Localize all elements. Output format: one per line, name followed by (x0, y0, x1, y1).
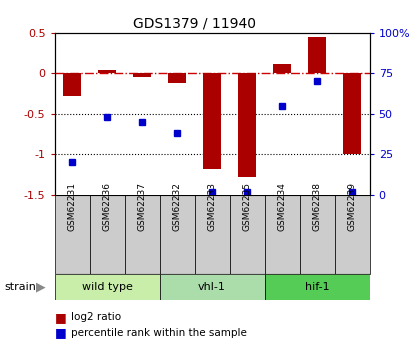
Bar (160, 274, 265, 300)
Bar (125, 195, 160, 274)
Text: strain: strain (4, 282, 36, 292)
Text: percentile rank within the sample: percentile rank within the sample (71, 328, 247, 338)
Bar (230, 195, 265, 274)
Bar (273, 63, 291, 73)
Bar (265, 274, 370, 300)
Bar (63, 73, 81, 96)
Bar (160, 195, 194, 274)
Bar (168, 73, 186, 83)
Text: GSM62239: GSM62239 (348, 181, 357, 230)
Bar (299, 195, 335, 274)
Text: wild type: wild type (81, 282, 133, 292)
Text: GSM62231: GSM62231 (68, 181, 76, 230)
Text: hif-1: hif-1 (305, 282, 329, 292)
Text: GSM62238: GSM62238 (312, 181, 322, 230)
Text: ■: ■ (55, 326, 66, 339)
Text: ▶: ▶ (36, 281, 45, 294)
Text: GSM62233: GSM62233 (207, 181, 217, 230)
Text: GDS1379 / 11940: GDS1379 / 11940 (134, 16, 256, 30)
Bar (194, 195, 230, 274)
Text: GSM62235: GSM62235 (243, 181, 252, 230)
Text: GSM62232: GSM62232 (173, 182, 181, 230)
Bar (98, 70, 116, 73)
Text: GSM62236: GSM62236 (102, 181, 112, 230)
Text: log2 ratio: log2 ratio (71, 313, 121, 322)
Bar (335, 195, 370, 274)
Text: GSM62237: GSM62237 (138, 181, 147, 230)
Bar (344, 73, 361, 155)
Bar (89, 195, 125, 274)
Bar (55, 195, 89, 274)
Bar (308, 37, 326, 73)
Bar (265, 195, 299, 274)
Text: vhl-1: vhl-1 (198, 282, 226, 292)
Bar (239, 73, 256, 177)
Bar (203, 73, 221, 169)
Text: GSM62234: GSM62234 (278, 182, 286, 230)
Bar (55, 274, 160, 300)
Text: ■: ■ (55, 311, 66, 324)
Bar (134, 73, 151, 77)
